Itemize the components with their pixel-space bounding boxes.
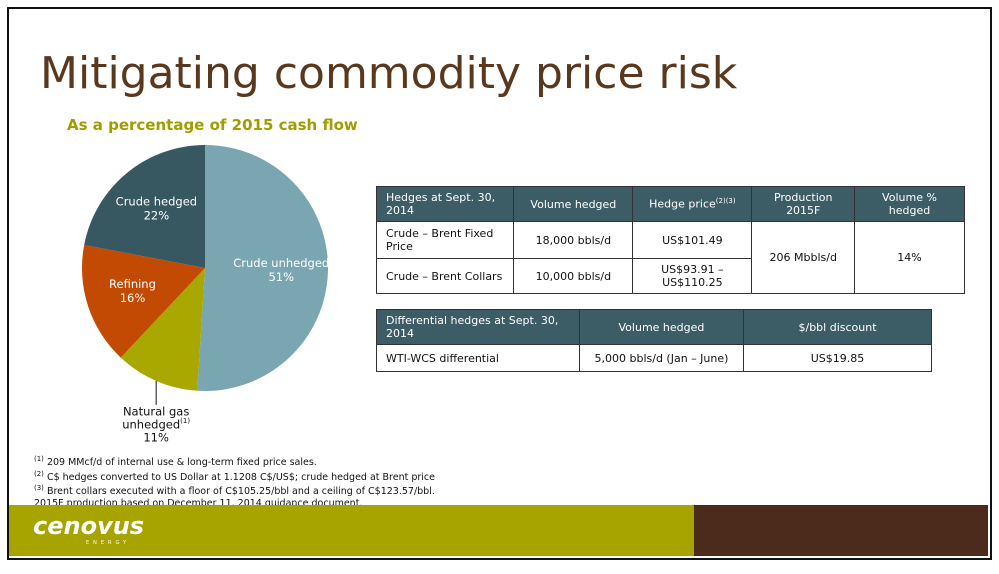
pie-slice <box>82 244 205 358</box>
table-cell: 10,000 bbls/d <box>513 258 634 294</box>
table-cell: US$101.49 <box>632 221 753 259</box>
footnotes: (1) 209 MMcf/d of internal use & long-te… <box>34 454 435 509</box>
table-cell: US$93.91 – US$110.25 <box>632 258 753 294</box>
slice-label: Natural gas <box>123 404 189 418</box>
header-text: Volume hedged <box>530 197 617 211</box>
table-row: Crude – Brent Fixed Price 18,000 bbls/d US… <box>375 221 966 294</box>
table-row: Crude – Brent Collars 10,000 bbls/d US$93.… <box>375 258 965 294</box>
footnote: (3) Brent collars executed with a floor … <box>34 483 435 498</box>
table-cell: US$19.85 <box>743 344 932 372</box>
footnote-marker: (1) <box>34 455 44 463</box>
slice-value-label: 51% <box>268 270 294 284</box>
footnote-marker: (2) <box>34 469 44 478</box>
footer-band <box>9 505 694 556</box>
header-cell: Production 2015F <box>751 186 855 222</box>
header-cell: $/bbl discount <box>743 309 932 345</box>
header-text: Production 2015F <box>773 191 833 217</box>
slice-label: Crude unhedged <box>233 256 329 270</box>
pie-slice <box>197 145 329 391</box>
table-cell: 206 Mbbls/d <box>751 221 855 294</box>
pie-slice <box>120 268 205 391</box>
header-text: Volume % hedged <box>882 191 937 217</box>
header-cell: Volume hedged <box>578 309 745 345</box>
table-cell: WTI-WCS differential <box>376 344 580 372</box>
hedge-table: Hedges at Sept. 30, 2014 Volume hedged Hed… <box>375 186 966 294</box>
footnote: 2015F production based on December 11, 2… <box>34 498 435 510</box>
slide-title: Mitigating commodity price risk <box>40 48 738 99</box>
table-cell: 5,000 bbls/d (Jan – June) <box>578 344 745 372</box>
header-cell: Hedge price(2)(3) <box>632 186 753 222</box>
header-cell: Hedges at Sept. 30, 2014 <box>375 186 515 222</box>
header-row: Differential hedges at Sept. 30, 2014 Vol… <box>376 309 932 345</box>
pie-slice <box>84 145 205 268</box>
slide-frame <box>7 7 992 560</box>
footnote-text: 2015F production based on December 11, 2… <box>34 497 363 509</box>
table-cell: Crude – Brent Fixed Price <box>375 221 515 259</box>
table-cell: Crude – Brent Collars <box>375 258 515 294</box>
footer-band-dark <box>694 505 988 556</box>
footnote-text: 209 MMcf/d of internal use & long-term f… <box>43 457 317 469</box>
table-cell: 14% <box>853 221 966 294</box>
slice-value-label: 11% <box>143 430 169 444</box>
footnote: (1) 209 MMcf/d of internal use & long-te… <box>34 454 435 469</box>
table-row: WTI-WCS differential 5,000 bbls/d (Jan – … <box>376 344 932 372</box>
header-text: Differential hedges at Sept. 30, 2014 <box>386 314 559 340</box>
slice-label: Crude hedged <box>116 195 197 209</box>
table-cell: 18,000 bbls/d <box>513 221 634 259</box>
header-row: Hedges at Sept. 30, 2014 Volume hedged Hed… <box>375 186 966 222</box>
slice-label: unhedged(1) <box>122 417 190 432</box>
slice-label: Refining <box>109 277 156 291</box>
chart-title: As a percentage of 2015 cash flow <box>67 116 358 134</box>
slice-value-label: 22% <box>144 209 170 223</box>
header-text: Hedges at Sept. 30, 2014 <box>386 191 496 217</box>
slice-value-label: 16% <box>120 291 146 305</box>
logo-tagline: ENERGY <box>86 540 131 546</box>
differential-table: Differential hedges at Sept. 30, 2014 Vol… <box>376 309 932 372</box>
footnote-marker: (1) <box>180 417 190 425</box>
header-text: Hedge price <box>649 197 716 211</box>
logo: cenovus <box>33 512 145 540</box>
header-text: $/bbl discount <box>798 320 877 334</box>
header-cell: Volume % hedged <box>853 186 966 222</box>
header-text: Volume hedged <box>618 320 705 334</box>
footnote-text: Brent collars executed with a floor of C… <box>43 486 435 498</box>
footnote-marker: (3) <box>34 484 44 493</box>
footnote: (2) C$ hedges converted to US Dollar at … <box>34 469 435 484</box>
footnote-marker: (2)(3) <box>715 197 736 206</box>
footnote-text: C$ hedges converted to US Dollar at 1.12… <box>43 471 435 483</box>
header-cell: Differential hedges at Sept. 30, 2014 <box>376 309 580 345</box>
header-cell: Volume hedged <box>513 186 634 222</box>
